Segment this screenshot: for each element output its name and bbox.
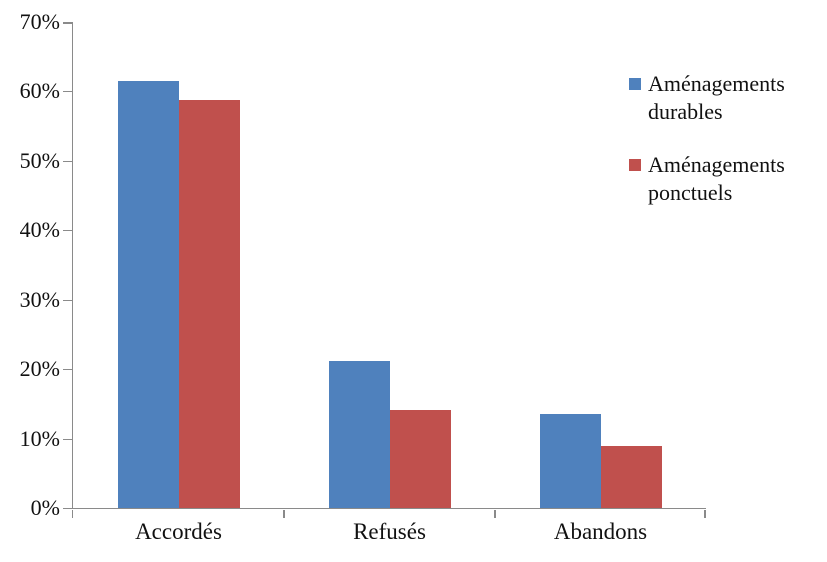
y-axis-tick: [63, 90, 73, 92]
legend: Aménagements durables Aménagements ponct…: [629, 70, 820, 207]
legend-label-ponctuels: Aménagements ponctuels: [648, 152, 785, 205]
y-axis-tick-label: 10%: [19, 426, 60, 451]
y-axis-tick-label: 30%: [19, 287, 60, 312]
bar-accordes-ponctuels: [179, 100, 240, 508]
legend-swatch-ponctuels-icon: [629, 159, 641, 171]
legend-item-ponctuels: Aménagements ponctuels: [629, 151, 820, 207]
y-axis-tick: [63, 507, 73, 509]
y-axis-tick: [63, 160, 73, 162]
bar-abandons-ponctuels: [601, 446, 662, 508]
y-axis-tick-label: 70%: [19, 9, 60, 34]
x-axis-category-label-accordes: Accordés: [135, 519, 222, 544]
bar-accordes-durables: [118, 81, 179, 508]
x-axis-category-label-refuses: Refusés: [353, 519, 426, 544]
y-axis-tick-label: 20%: [19, 356, 60, 381]
plot-area: 0% 10% 20% 30% 40% 50% 60% 70% Accordés …: [20, 11, 706, 544]
y-axis-tick-label: 0%: [30, 495, 60, 520]
legend-swatch-durables-icon: [629, 78, 641, 90]
x-axis-tick: [494, 509, 496, 518]
y-axis-tick: [63, 22, 73, 24]
legend-label-durables: Aménagements durables: [648, 71, 785, 124]
y-axis-tick: [63, 368, 73, 370]
y-axis-tick-label: 50%: [19, 148, 60, 173]
y-axis-tick: [63, 438, 73, 440]
bar-refuses-ponctuels: [390, 410, 451, 508]
x-axis-tick: [283, 509, 285, 518]
x-axis-tick: [704, 509, 706, 518]
legend-item-durables: Aménagements durables: [629, 70, 820, 126]
x-axis-tick: [71, 509, 73, 518]
y-axis-tick: [63, 299, 73, 301]
bar-abandons-durables: [540, 414, 601, 508]
x-axis-category-label-abandons: Abandons: [553, 519, 648, 544]
bar-refuses-durables: [329, 361, 390, 508]
y-axis-tick: [63, 229, 73, 231]
y-axis-tick-label: 40%: [19, 217, 60, 242]
y-axis-tick-label: 60%: [19, 78, 60, 103]
